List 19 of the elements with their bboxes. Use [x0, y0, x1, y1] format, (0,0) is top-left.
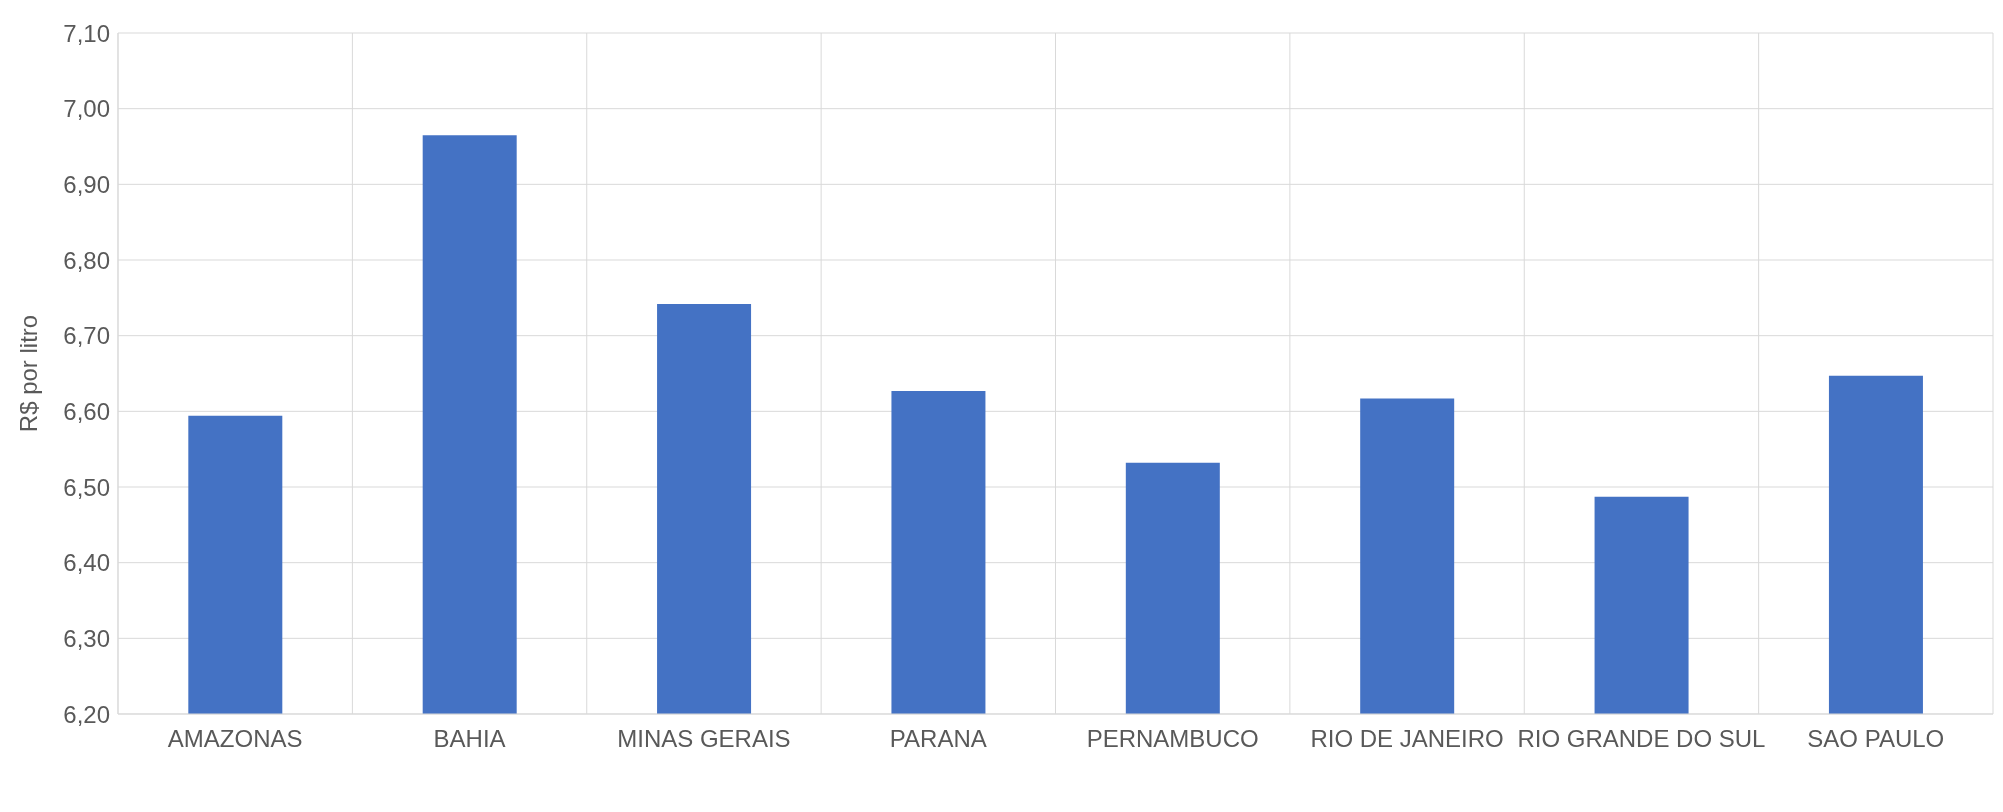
- y-tick-label: 6,60: [63, 397, 110, 425]
- y-tick-label: 6,80: [63, 246, 110, 274]
- y-tick-label: 6,50: [63, 473, 110, 501]
- y-tick-label: 6,70: [63, 322, 110, 350]
- x-tick-label: RIO GRANDE DO SUL: [1517, 725, 1766, 753]
- y-tick-label: 6,30: [63, 624, 110, 652]
- y-tick-label: 6,20: [63, 700, 110, 728]
- y-tick-label: 7,00: [63, 95, 110, 123]
- y-tick-label: 6,40: [63, 549, 110, 577]
- x-tick-label: BAHIA: [433, 725, 506, 753]
- x-tick-label: PARANA: [889, 725, 987, 753]
- y-tick-label: 6,90: [63, 170, 110, 198]
- x-tick-label: MINAS GERAIS: [617, 725, 791, 753]
- x-tick-label: RIO DE JANEIRO: [1310, 725, 1504, 753]
- x-tick-label: AMAZONAS: [167, 725, 303, 753]
- y-axis-title: R$ por litro: [14, 314, 42, 433]
- x-tick-label: PERNAMBUCO: [1086, 725, 1259, 753]
- y-tick-label: 7,10: [63, 19, 110, 47]
- x-tick-label: SAO PAULO: [1807, 725, 1945, 753]
